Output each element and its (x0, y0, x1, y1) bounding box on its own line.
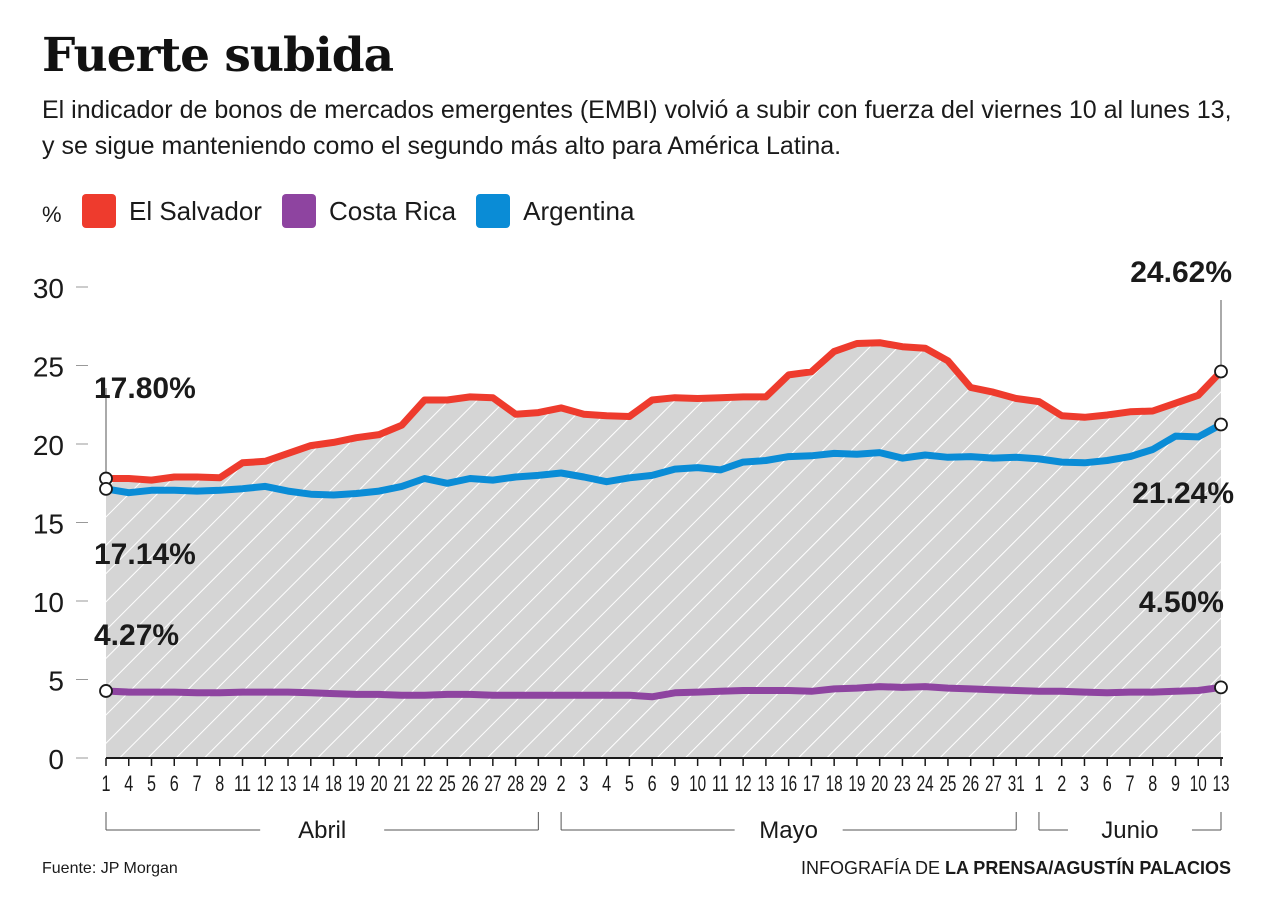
x-tick-label-24: 6 (648, 771, 657, 796)
x-tick-label-14: 22 (416, 771, 433, 796)
y-tick-label-0: 0 (48, 744, 64, 775)
x-tick-label-22: 4 (602, 771, 611, 796)
start-value-label-costa-rica: 4.27% (94, 619, 179, 652)
month-label-junio: Junio (1101, 817, 1158, 844)
x-tick-label-23: 5 (625, 771, 634, 796)
start-marker-costa-rica (99, 684, 113, 698)
x-tick-label-19: 29 (530, 771, 547, 796)
x-tick-label-49: 13 (1213, 771, 1230, 796)
x-tick-label-40: 31 (1008, 771, 1025, 796)
y-tick-label-25: 25 (33, 352, 64, 383)
legend-label-argentina: Argentina (523, 195, 635, 226)
x-tick-label-7: 12 (257, 771, 274, 796)
legend-swatch-el-salvador (82, 194, 116, 228)
legend-label-costa-rica: Costa Rica (328, 195, 457, 226)
end-value-label-argentina: 21.24% (1132, 477, 1234, 510)
x-tick-label-16: 26 (462, 771, 479, 796)
x-tick-label-11: 19 (348, 771, 365, 796)
x-tick-label-48: 10 (1190, 771, 1207, 796)
x-tick-label-2: 5 (147, 771, 156, 796)
series-line-el-salvador (102, 339, 1225, 484)
x-tick-label-31: 17 (803, 771, 820, 796)
y-tick-label-30: 30 (33, 273, 64, 304)
legend-swatch-costa-rica (281, 194, 316, 228)
x-tick-label-42: 2 (1057, 771, 1066, 796)
chart-area-fill (106, 342, 1221, 758)
x-tick-label-46: 8 (1148, 771, 1157, 796)
x-tick-label-6: 11 (234, 771, 251, 796)
end-value-label-el-salvador: 24.62% (1130, 256, 1232, 289)
end-marker-el-salvador (1214, 364, 1228, 379)
end-value-label-costa-rica: 4.50% (1139, 586, 1224, 619)
x-tick-label-15: 25 (439, 771, 456, 796)
x-tick-label-13: 21 (393, 771, 410, 796)
month-label-abril: Abril (298, 817, 346, 844)
x-tick-label-41: 1 (1034, 771, 1043, 796)
chart-title: Fuerte subida (42, 28, 394, 83)
month-label-mayo: Mayo (759, 817, 818, 844)
y-tick-label-20: 20 (33, 430, 64, 461)
start-value-label-argentina: 17.14% (94, 538, 196, 571)
x-tick-label-10: 18 (325, 771, 342, 796)
x-tick-label-17: 27 (484, 771, 501, 796)
x-tick-label-32: 18 (826, 771, 843, 796)
x-tick-label-1: 4 (124, 771, 133, 796)
x-tick-label-35: 23 (894, 771, 911, 796)
start-value-label-el-salvador: 17.80% (94, 372, 196, 405)
y-tick-label-5: 5 (48, 666, 64, 697)
x-tick-label-9: 14 (302, 771, 319, 796)
x-tick-label-39: 27 (985, 771, 1002, 796)
legend-item-costa-rica: Costa Rica (281, 194, 457, 228)
series-line-costa-rica (102, 683, 1225, 701)
x-tick-label-28: 12 (735, 771, 752, 796)
x-tick-label-30: 16 (780, 771, 797, 796)
x-tick-label-4: 7 (193, 771, 202, 796)
x-tick-label-44: 6 (1103, 771, 1112, 796)
x-tick-label-5: 8 (215, 771, 224, 796)
start-marker-argentina (99, 482, 113, 496)
y-tick-label-15: 15 (33, 509, 64, 540)
x-tick-label-34: 20 (871, 771, 888, 796)
legend: El Salvador Costa Rica Argentina (82, 194, 654, 228)
x-tick-label-47: 9 (1171, 771, 1180, 796)
x-tick-label-18: 28 (507, 771, 524, 796)
credit-prefix: INFOGRAFÍA DE (800, 858, 945, 878)
x-tick-label-37: 25 (939, 771, 956, 796)
x-tick-label-26: 10 (689, 771, 706, 796)
legend-item-argentina: Argentina (476, 194, 634, 228)
credit-note: INFOGRAFÍA DE LA PRENSA/AGUSTÍN PALACIOS (801, 858, 1231, 879)
chart-subtitle: El indicador de bonos de mercados emerge… (42, 96, 1232, 160)
x-tick-label-20: 2 (557, 771, 566, 796)
x-tick-label-25: 9 (670, 771, 679, 796)
x-tick-label-36: 24 (917, 771, 934, 796)
x-tick-label-27: 11 (712, 771, 729, 796)
legend-label-el-salvador: El Salvador (129, 195, 262, 226)
x-tick-label-33: 19 (848, 771, 865, 796)
series-line-argentina (102, 421, 1225, 499)
legend-item-el-salvador: El Salvador (82, 194, 262, 228)
x-tick-label-8: 13 (280, 771, 297, 796)
end-marker-argentina (1214, 417, 1228, 432)
x-tick-label-12: 20 (371, 771, 388, 796)
end-marker-costa-rica (1214, 680, 1228, 695)
source-note: Fuente: JP Morgan (42, 860, 178, 877)
x-tick-label-38: 26 (962, 771, 979, 796)
y-axis-unit: % (42, 202, 62, 227)
credit-author: LA PRENSA/AGUSTÍN PALACIOS (944, 858, 1231, 878)
y-tick-label-10: 10 (33, 587, 64, 618)
x-tick-label-45: 7 (1125, 771, 1134, 796)
x-tick-label-3: 6 (170, 771, 179, 796)
x-tick-label-21: 3 (579, 771, 588, 796)
x-tick-label-43: 3 (1080, 771, 1089, 796)
x-tick-label-29: 13 (757, 771, 774, 796)
x-tick-label-0: 1 (102, 771, 111, 796)
legend-swatch-argentina (476, 194, 511, 228)
